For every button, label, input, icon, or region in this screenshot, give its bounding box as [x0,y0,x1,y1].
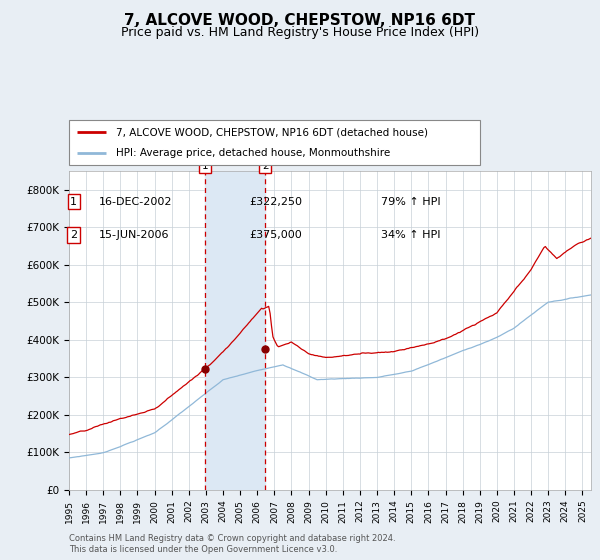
Text: 34% ↑ HPI: 34% ↑ HPI [381,230,440,240]
Text: 1: 1 [70,197,77,207]
Text: HPI: Average price, detached house, Monmouthshire: HPI: Average price, detached house, Monm… [116,148,391,158]
Text: £375,000: £375,000 [249,230,302,240]
Bar [205,171,265,490]
Text: This data is licensed under the Open Government Licence v3.0.: This data is licensed under the Open Gov… [69,545,337,554]
Text: 1: 1 [202,161,209,171]
Text: 16-DEC-2002: 16-DEC-2002 [99,197,173,207]
Text: 2: 2 [70,230,77,240]
Text: 2: 2 [262,161,268,171]
Text: Contains HM Land Registry data © Crown copyright and database right 2024.: Contains HM Land Registry data © Crown c… [69,534,395,543]
Text: Price paid vs. HM Land Registry's House Price Index (HPI): Price paid vs. HM Land Registry's House … [121,26,479,39]
FancyBboxPatch shape [69,120,480,165]
Text: 7, ALCOVE WOOD, CHEPSTOW, NP16 6DT: 7, ALCOVE WOOD, CHEPSTOW, NP16 6DT [125,13,476,27]
Text: 7, ALCOVE WOOD, CHEPSTOW, NP16 6DT (detached house): 7, ALCOVE WOOD, CHEPSTOW, NP16 6DT (deta… [116,128,428,138]
Text: 79% ↑ HPI: 79% ↑ HPI [381,197,440,207]
Text: £322,250: £322,250 [249,197,302,207]
Text: 15-JUN-2006: 15-JUN-2006 [99,230,170,240]
